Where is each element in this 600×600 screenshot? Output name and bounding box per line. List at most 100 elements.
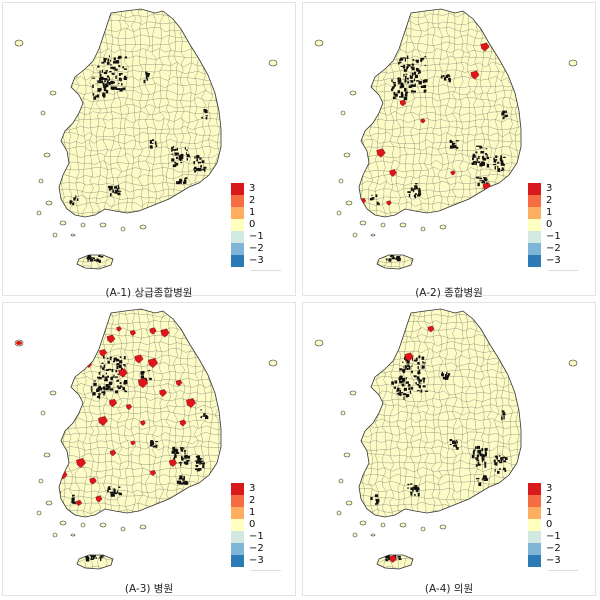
legend-entry: −2 [528,543,578,555]
legend-entry: 1 [231,507,281,519]
legend-entry: 0 [528,219,578,231]
island [349,90,357,96]
legend-swatch [231,531,244,543]
district-boundaries [359,9,521,269]
legend-entry: −3 [528,255,578,267]
island [40,410,46,416]
legend-swatch [528,495,541,507]
legend-swatch [231,483,244,495]
legend-swatch [528,207,541,219]
island [36,210,42,216]
legend-label: 2 [546,495,553,506]
island [99,222,107,228]
island [43,152,51,158]
legend-entry: 1 [528,507,578,519]
legend-entry: −2 [231,243,281,255]
island [352,532,358,538]
mainland [358,8,522,218]
map-panel-a3: 3 2 1 0 −1 −2 −3 (A-3) 병원 [2,302,296,596]
island [343,152,351,158]
legend-entry: 3 [528,483,578,495]
island [139,524,147,530]
legend-swatch [528,195,541,207]
island [349,390,357,396]
legend-swatch [231,231,244,243]
legend-label: −3 [249,555,264,566]
legend-entry: 2 [231,195,281,207]
legend-label: 1 [546,207,553,218]
panel-caption: (A-3) 병원 [124,583,174,595]
legend-swatch [528,543,541,555]
island [340,110,346,116]
legend-label: −2 [249,243,264,254]
island [345,500,353,506]
legend-entry: −2 [528,243,578,255]
legend-label: 0 [249,219,256,230]
island [338,478,344,484]
island [14,39,24,47]
district-boundaries [359,309,521,569]
korea-map [14,308,278,570]
island [52,232,58,238]
legend-label: 3 [249,483,256,494]
korea-map [314,308,578,570]
legend-entry: 2 [231,495,281,507]
island [52,532,58,538]
island [336,210,342,216]
legend-underline [548,270,578,271]
island [80,222,86,228]
jeju-island [76,554,114,570]
legend-label: −3 [546,555,561,566]
legend-entry: 1 [231,207,281,219]
legend-label: −1 [249,231,264,242]
island [120,226,126,232]
legend-entry: 1 [528,207,578,219]
legend-label: 1 [249,207,256,218]
legend-label: 2 [546,195,553,206]
island [359,520,367,526]
map-panel-a4: 3 2 1 0 −1 −2 −3 (A-4) 의원 [302,302,596,596]
legend-label: −2 [546,243,561,254]
island [359,220,367,226]
legend-label: 3 [546,483,553,494]
island [80,522,86,528]
legend-swatch [231,195,244,207]
legend: 3 2 1 0 −1 −2 −3 [528,183,578,271]
legend-entry: −3 [231,555,281,567]
jeju-island [76,254,114,270]
legend-entry: −3 [528,555,578,567]
legend-label: 0 [546,519,553,530]
island [439,524,447,530]
legend-swatch [528,519,541,531]
island [120,526,126,532]
legend-label: 1 [249,507,256,518]
legend-entry: −3 [231,255,281,267]
panel-caption: (A-1) 상급종합병원 [105,287,193,299]
island [314,39,324,47]
island [439,224,447,230]
island [40,110,46,116]
legend: 3 2 1 0 −1 −2 −3 [231,483,281,571]
legend-underline [251,270,281,271]
island [36,510,42,516]
island [380,522,386,528]
legend-label: 2 [249,495,256,506]
legend-label: 1 [546,507,553,518]
legend-swatch [528,531,541,543]
legend-swatch [528,507,541,519]
legend-entry: 0 [231,519,281,531]
island [340,410,346,416]
island [49,390,57,396]
district-boundaries [59,309,221,569]
island [38,478,44,484]
legend-entry: −1 [528,531,578,543]
legend-swatch [528,483,541,495]
legend-label: 0 [249,519,256,530]
legend-entry: 0 [231,219,281,231]
island [420,526,426,532]
legend-underline [251,570,281,571]
island [370,233,376,237]
island [568,59,578,67]
island [345,200,353,206]
mainland [58,308,222,518]
